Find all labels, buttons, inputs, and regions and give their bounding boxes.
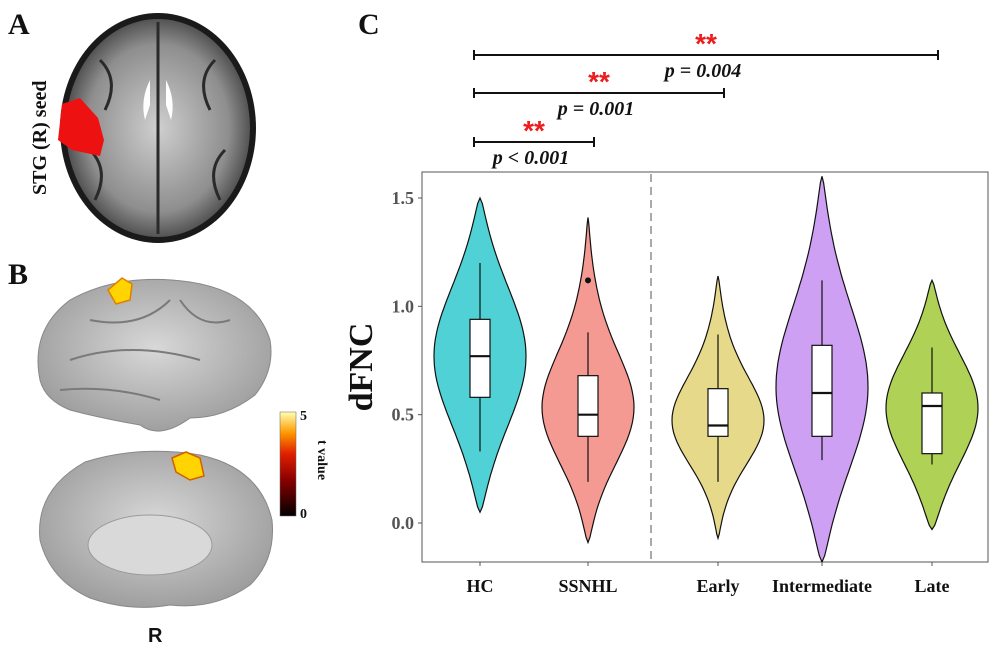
significance-stars: ** [588,66,610,97]
hemisphere-label: R [148,625,163,647]
ventricles [143,80,173,120]
colorbar-min-label: 0 [300,507,307,522]
x-category-label: SSNHL [558,576,617,596]
panel-label-c: C [358,8,380,41]
lateral-surface [37,278,272,432]
stg-seed-region [58,98,104,156]
panel-label-b: B [8,258,29,291]
panel-label-a: A [8,8,30,41]
y-axis-label: dFNC [343,323,380,412]
seed-label: STG (R) seed [29,81,51,195]
y-tick-label: 0.5 [392,405,415,425]
p-value-label: p < 0.001 [491,147,569,169]
significance-stars: ** [695,28,717,59]
significance-brackets: **p < 0.001**p = 0.001**p = 0.004 [473,28,939,169]
box-early [707,388,729,437]
plot-frame [421,171,989,563]
medial-activation [171,451,205,481]
box-ssnhl [577,375,599,437]
colorbar-title: t value [314,440,329,480]
significance-stars: ** [523,115,545,146]
x-category-label: Late [915,576,950,596]
y-tick-label: 1.5 [392,188,415,208]
y-tick-label: 1.0 [392,296,415,316]
p-value-label: p = 0.004 [663,60,741,82]
panel-a-brain-slice: STG (R) seed [29,13,256,243]
x-category-label: Early [697,576,740,596]
p-value-label: p = 0.001 [556,98,634,120]
corpus-callosum [87,514,213,576]
box-late [921,392,943,455]
x-axis-categories: HC SSNHL Early Intermediate Late [467,562,950,596]
axial-slice-sulci [88,22,227,234]
lateral-sulci [59,299,231,401]
y-axis-ticks: 0.0 0.5 1.0 1.5 [392,188,422,533]
panel-b-brain-surfaces: 5 0 t value R [37,277,329,647]
violins [433,176,979,564]
y-tick-label: 0.0 [392,513,415,533]
box-intermediate [811,344,833,437]
outlier-point [585,277,591,284]
colorbar [279,411,297,517]
x-category-label: HC [467,576,494,596]
colorbar-max-label: 5 [300,409,307,424]
lateral-activation [107,277,133,305]
x-category-label: Intermediate [772,576,872,596]
box-hc [469,318,491,398]
violin-chart: dFNC 0.0 0.5 1.0 1.5 HC SSNHL Early Intermedia… [343,28,989,596]
